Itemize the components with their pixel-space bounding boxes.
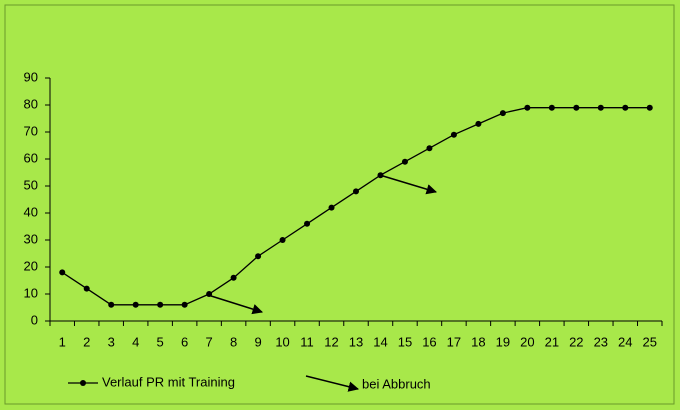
marker	[499, 110, 506, 117]
marker	[450, 131, 457, 138]
marker	[353, 188, 359, 195]
marker	[328, 204, 335, 211]
marker	[573, 104, 580, 111]
x-tick-label: 5	[157, 334, 164, 349]
marker	[108, 301, 115, 308]
x-tick-label: 25	[643, 334, 657, 349]
annotation-arrow	[207, 294, 264, 315]
marker	[377, 172, 384, 179]
y-tick-label: 50	[24, 177, 38, 192]
x-tick-label: 3	[108, 334, 115, 349]
marker	[255, 253, 262, 260]
x-tick-label: 2	[83, 334, 90, 349]
marker	[548, 104, 555, 111]
x-tick-label: 15	[398, 334, 412, 349]
marker	[59, 269, 66, 276]
x-tick-label: 6	[181, 334, 188, 349]
legend-arrow	[305, 375, 360, 392]
x-tick-label: 24	[618, 334, 632, 349]
y-tick-label: 60	[24, 150, 38, 165]
x-tick-label: 20	[520, 334, 534, 349]
x-tick-label: 23	[594, 334, 608, 349]
marker	[475, 120, 482, 127]
x-tick-label: 7	[206, 334, 213, 349]
x-tick-label: 16	[422, 334, 436, 349]
marker	[646, 104, 653, 111]
marker	[206, 291, 213, 297]
x-tick-label: 14	[373, 334, 387, 349]
y-tick-label: 10	[24, 285, 38, 300]
marker	[622, 104, 629, 111]
y-tick-label: 80	[24, 96, 38, 111]
y-tick-label: 0	[31, 312, 38, 327]
x-tick-label: 10	[275, 334, 289, 349]
x-tick-label: 1	[59, 334, 66, 349]
x-tick-label: 8	[230, 334, 237, 349]
marker	[304, 220, 311, 227]
x-tick-label: 19	[496, 334, 510, 349]
x-tick-label: 9	[254, 334, 261, 349]
marker	[83, 285, 90, 292]
marker	[230, 274, 237, 281]
marker	[132, 301, 139, 308]
legend-label: Verlauf PR mit Training	[102, 374, 235, 389]
marker	[401, 158, 408, 165]
x-tick-label: 18	[471, 334, 485, 349]
annotation-arrow	[382, 175, 438, 195]
marker	[524, 104, 531, 111]
x-tick-label: 22	[569, 334, 583, 349]
x-tick-label: 12	[324, 334, 338, 349]
marker	[426, 145, 433, 152]
legend-annotation: bei Abbruch	[362, 376, 431, 391]
x-tick-label: 13	[349, 334, 363, 349]
marker	[597, 104, 604, 111]
x-tick-label: 4	[132, 334, 139, 349]
frame	[4, 4, 675, 405]
marker	[181, 301, 188, 308]
marker	[279, 237, 286, 243]
y-tick-label: 70	[24, 123, 38, 138]
y-tick-label: 40	[24, 204, 38, 219]
y-tick-label: 30	[24, 231, 38, 246]
y-tick-label: 90	[24, 69, 38, 84]
legend-marker	[80, 380, 86, 386]
x-tick-label: 11	[300, 334, 314, 349]
x-tick-label: 17	[447, 334, 461, 349]
y-tick-label: 20	[24, 258, 38, 273]
x-tick-label: 21	[545, 334, 559, 349]
marker	[157, 301, 164, 308]
